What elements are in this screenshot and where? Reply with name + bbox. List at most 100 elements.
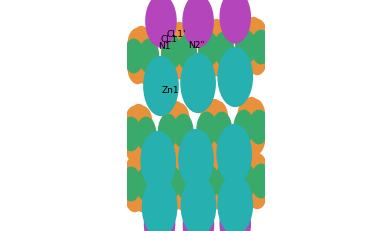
Circle shape (236, 30, 256, 65)
Circle shape (243, 18, 264, 52)
Circle shape (196, 112, 217, 147)
Circle shape (202, 22, 223, 56)
Circle shape (181, 176, 216, 231)
Circle shape (183, 198, 214, 231)
Circle shape (240, 175, 260, 209)
Circle shape (168, 152, 189, 187)
Circle shape (214, 165, 234, 200)
Circle shape (172, 46, 193, 81)
Circle shape (210, 22, 230, 56)
Circle shape (251, 30, 271, 65)
Circle shape (245, 99, 265, 134)
Circle shape (245, 121, 265, 155)
Circle shape (203, 176, 223, 210)
Circle shape (142, 167, 174, 220)
Circle shape (132, 178, 152, 212)
Circle shape (182, 0, 214, 49)
Circle shape (165, 46, 186, 81)
Circle shape (125, 156, 145, 191)
Circle shape (251, 164, 271, 198)
Circle shape (202, 43, 223, 78)
Circle shape (241, 97, 261, 132)
Circle shape (210, 43, 230, 78)
Circle shape (208, 123, 228, 158)
Circle shape (237, 121, 258, 155)
Circle shape (200, 101, 221, 136)
Circle shape (175, 165, 196, 200)
Circle shape (127, 29, 148, 63)
Circle shape (144, 198, 175, 231)
Circle shape (247, 20, 267, 54)
Circle shape (145, 0, 177, 49)
Circle shape (218, 175, 253, 231)
Circle shape (214, 33, 234, 67)
Circle shape (178, 129, 214, 189)
Circle shape (247, 153, 267, 188)
Circle shape (139, 40, 159, 74)
Text: N1: N1 (158, 42, 171, 50)
Circle shape (220, 198, 251, 231)
Circle shape (121, 167, 141, 201)
Circle shape (240, 153, 260, 188)
Circle shape (247, 41, 267, 76)
Circle shape (164, 154, 185, 189)
Circle shape (237, 99, 258, 134)
Circle shape (240, 41, 260, 76)
Circle shape (218, 48, 253, 108)
Circle shape (206, 20, 227, 55)
Circle shape (169, 103, 190, 138)
Circle shape (203, 154, 223, 189)
Circle shape (158, 114, 178, 149)
Circle shape (204, 99, 225, 134)
Circle shape (162, 125, 182, 160)
Circle shape (142, 177, 178, 231)
Circle shape (127, 50, 148, 85)
Circle shape (125, 128, 145, 163)
Circle shape (132, 128, 152, 163)
Circle shape (220, 0, 251, 45)
Circle shape (165, 101, 186, 136)
Circle shape (172, 25, 193, 59)
Circle shape (123, 40, 144, 74)
Circle shape (165, 25, 186, 59)
Circle shape (180, 54, 216, 114)
Circle shape (128, 154, 149, 189)
Circle shape (210, 176, 231, 210)
Circle shape (236, 164, 256, 198)
Circle shape (162, 103, 182, 138)
Circle shape (169, 23, 189, 57)
Circle shape (136, 117, 156, 152)
Circle shape (143, 57, 179, 117)
Circle shape (160, 165, 181, 200)
Circle shape (218, 162, 250, 215)
Circle shape (136, 167, 156, 201)
Circle shape (247, 175, 267, 209)
Circle shape (199, 165, 220, 200)
Text: N2": N2" (188, 40, 204, 49)
Circle shape (131, 27, 152, 61)
Circle shape (180, 165, 212, 218)
Text: Zn1: Zn1 (162, 85, 179, 94)
Circle shape (243, 151, 264, 186)
Circle shape (208, 101, 228, 136)
Circle shape (135, 29, 156, 63)
Circle shape (140, 131, 176, 191)
Text: CL1: CL1 (160, 35, 177, 44)
Circle shape (210, 154, 231, 189)
Text: CL1': CL1' (167, 30, 186, 39)
Circle shape (234, 110, 254, 145)
Circle shape (162, 35, 182, 70)
Circle shape (172, 176, 192, 210)
Circle shape (240, 20, 260, 54)
Circle shape (211, 112, 232, 147)
Circle shape (176, 35, 197, 70)
Circle shape (216, 124, 252, 184)
Circle shape (132, 156, 152, 191)
Circle shape (200, 123, 221, 158)
Circle shape (135, 50, 156, 85)
Circle shape (173, 114, 194, 149)
Circle shape (164, 176, 185, 210)
Circle shape (172, 154, 192, 189)
Circle shape (249, 110, 269, 145)
Circle shape (125, 106, 145, 141)
